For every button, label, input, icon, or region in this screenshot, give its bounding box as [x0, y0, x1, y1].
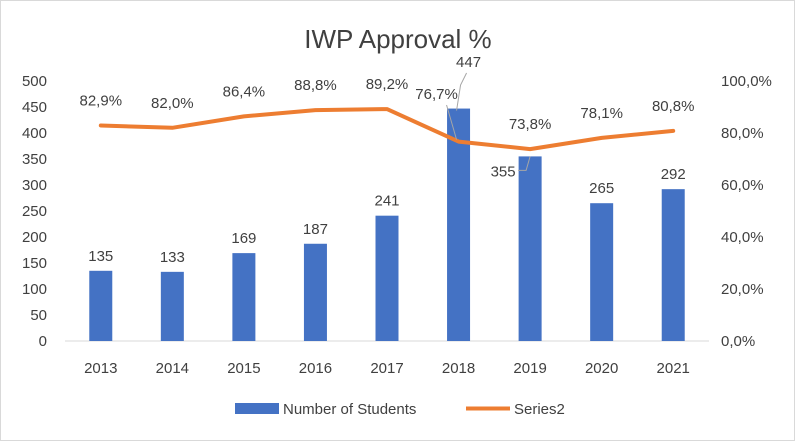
bar-value-label: 241	[374, 193, 399, 210]
x-tick-label: 2020	[585, 360, 618, 377]
bar	[590, 203, 614, 341]
x-tick-label: 2019	[513, 360, 546, 377]
line-value-label: 78,1%	[580, 105, 623, 122]
y-left-tick-label: 500	[22, 73, 47, 90]
x-tick-label: 2021	[657, 360, 690, 377]
bar-value-label: 447	[456, 54, 481, 71]
line-value-label: 89,2%	[366, 76, 409, 93]
y-left-tick-label: 400	[22, 125, 47, 142]
y-right-tick-label: 40,0%	[721, 229, 764, 246]
bar	[232, 253, 256, 341]
bar-value-label: 169	[231, 230, 256, 247]
y-left-tick-label: 200	[22, 229, 47, 246]
y-left-tick-label: 450	[22, 99, 47, 116]
leader-line	[456, 72, 468, 111]
bar-value-label: 133	[160, 249, 185, 266]
legend-swatch-bar	[235, 403, 279, 414]
y-left-tick-label: 300	[22, 177, 47, 194]
bar-value-label: 292	[661, 166, 686, 183]
y-right-tick-label: 100,0%	[721, 73, 772, 90]
line-value-label: 76,7%	[415, 86, 458, 103]
bar	[447, 108, 471, 341]
data-labels: 135 133 169 187 241 447 355 265 292 82,9% 82,0% 86,…	[80, 54, 695, 266]
bar-value-label: 355	[491, 163, 516, 180]
bar	[303, 243, 327, 341]
line-value-label: 88,8%	[294, 77, 337, 94]
x-tick-label: 2013	[84, 360, 117, 377]
axes: 0 50 100 150 200 250 300 350 400 450 500 0,0% 20,0% 4…	[22, 73, 772, 377]
bar	[375, 215, 399, 341]
line-value-label: 82,0%	[151, 95, 194, 112]
y-right-tick-label: 80,0%	[721, 125, 764, 142]
y-right-tick-label: 0,0%	[721, 333, 755, 350]
line-value-label: 82,9%	[80, 92, 123, 109]
x-tick-label: 2016	[299, 360, 332, 377]
legend: Number of Students Series2	[235, 401, 565, 418]
bar	[160, 271, 184, 341]
bar	[89, 270, 113, 341]
line-value-label: 73,8%	[509, 116, 552, 133]
line-value-label: 86,4%	[223, 83, 266, 100]
legend-label-bar: Number of Students	[283, 401, 416, 418]
y-left-tick-label: 50	[30, 307, 47, 324]
y-left-tick-label: 0	[39, 333, 47, 350]
line-series	[98, 107, 676, 152]
y-left-tick-label: 250	[22, 203, 47, 220]
leader-line	[518, 156, 531, 171]
y-left-tick-label: 350	[22, 151, 47, 168]
x-tick-label: 2015	[227, 360, 260, 377]
x-tick-label: 2014	[156, 360, 189, 377]
x-tick-label: 2017	[370, 360, 403, 377]
leader-line	[446, 104, 458, 140]
y-left-tick-label: 100	[22, 281, 47, 298]
bar-value-label: 265	[589, 180, 614, 197]
chart-title: IWP Approval %	[304, 24, 491, 54]
line-value-label: 80,8%	[652, 98, 695, 115]
y-right-tick-label: 60,0%	[721, 177, 764, 194]
x-tick-label: 2018	[442, 360, 475, 377]
bar-series	[89, 108, 685, 341]
bar-value-label: 135	[88, 248, 113, 265]
bar	[518, 156, 542, 341]
legend-label-line: Series2	[514, 401, 565, 418]
bar	[661, 189, 685, 341]
y-right-tick-label: 20,0%	[721, 281, 764, 298]
bar-value-label: 187	[303, 221, 328, 238]
y-left-tick-label: 150	[22, 255, 47, 272]
